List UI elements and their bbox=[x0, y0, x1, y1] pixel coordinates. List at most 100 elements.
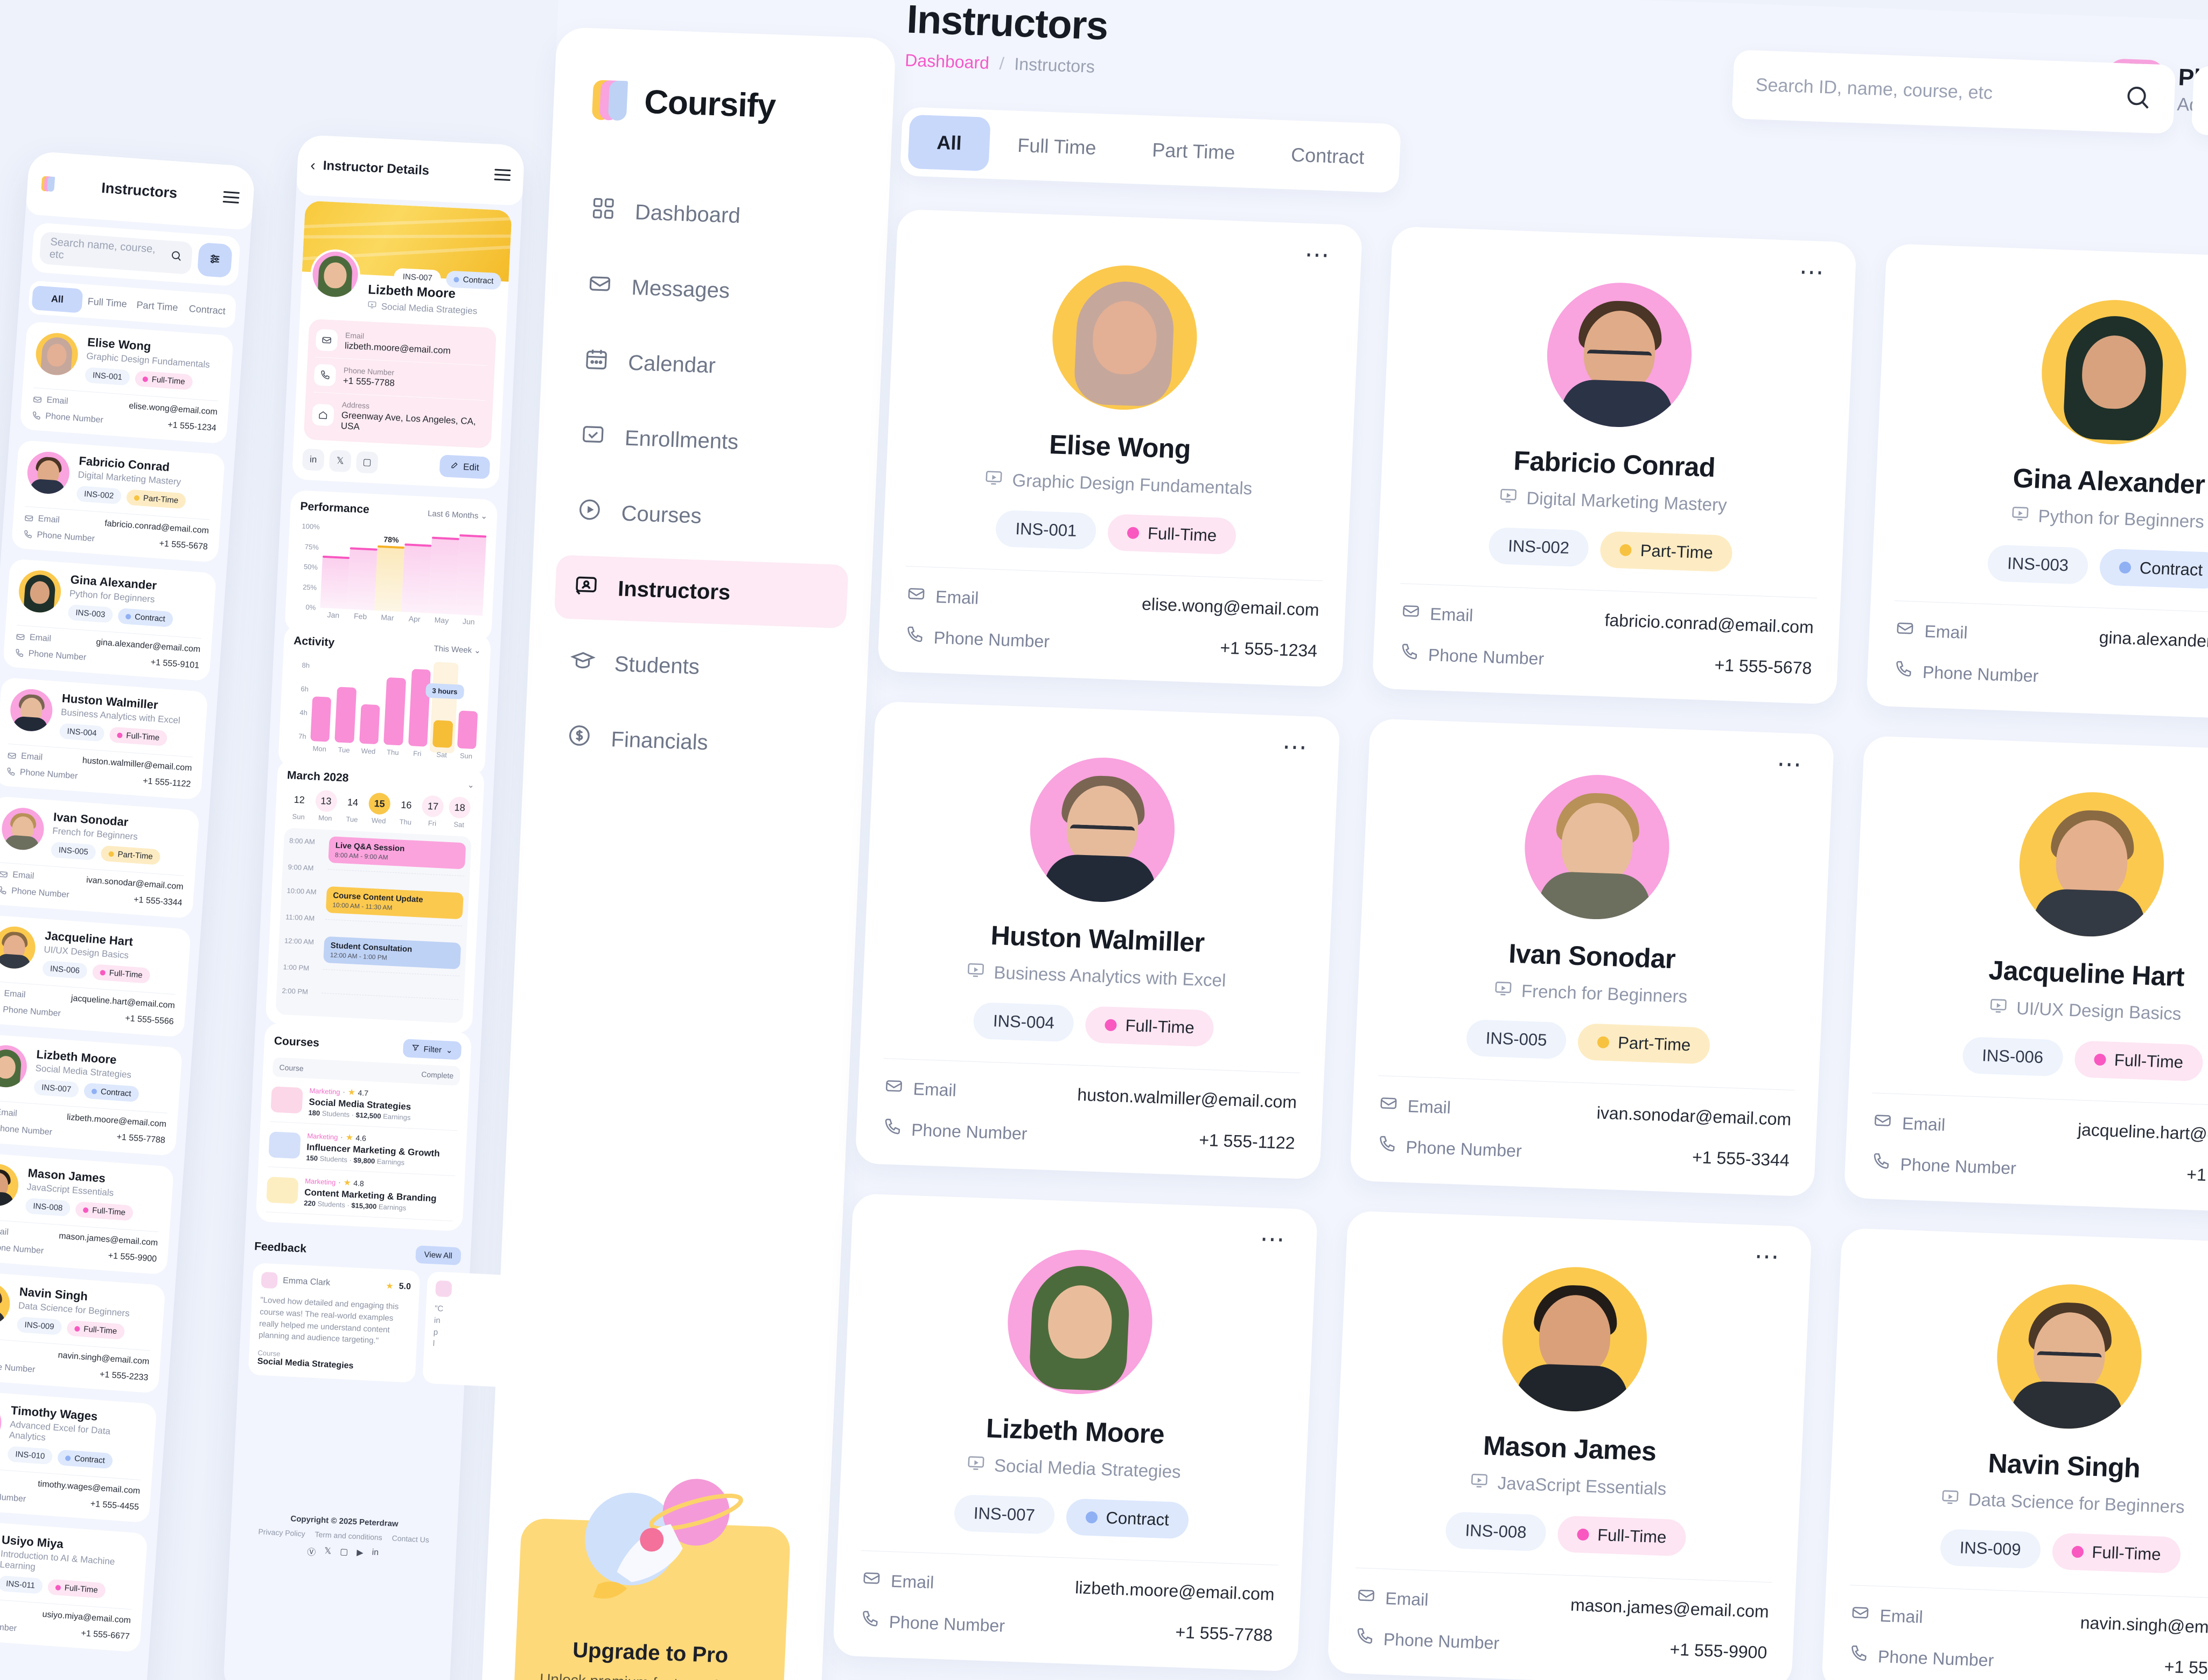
edit-button[interactable]: Edit bbox=[439, 454, 491, 479]
mobile-tab-full-time[interactable]: Full Time bbox=[87, 295, 128, 310]
envelope-icon bbox=[1895, 618, 1916, 642]
courses-col-course[interactable]: Course bbox=[279, 1063, 304, 1073]
phone-row: Phone Number +1 555-5678 bbox=[23, 529, 208, 552]
rocket-illustration bbox=[585, 1479, 743, 1599]
sidebar-item-financials[interactable]: Financials bbox=[547, 705, 842, 779]
instructor-card[interactable]: ⋯ Huston Walmiller Business Analytics with… bbox=[855, 701, 1340, 1180]
instructor-card[interactable]: ⋯ Elise Wong Graphic Design Fundamentals IN… bbox=[877, 209, 1363, 688]
facebook-icon[interactable]: Ⓥ bbox=[306, 1548, 316, 1558]
hamburger-menu-icon[interactable] bbox=[494, 165, 511, 184]
instructor-id-badge: INS-009 bbox=[16, 1316, 62, 1335]
mobile-filter-button[interactable] bbox=[197, 242, 233, 278]
list-item[interactable]: Usiyo Miya Introduction to AI & Machine L… bbox=[0, 1518, 148, 1653]
sidebar-item-students[interactable]: Students bbox=[550, 630, 845, 704]
list-item[interactable]: Mason James JavaScript Essentials INS-008 F… bbox=[0, 1152, 174, 1275]
sidebar-item-enrollments[interactable]: Enrollments bbox=[561, 404, 855, 478]
sidebar-item-courses[interactable]: Courses bbox=[557, 480, 852, 554]
instructor-course: Business Analytics with Excel bbox=[889, 957, 1303, 995]
card-menu-icon[interactable]: ⋯ bbox=[1776, 749, 1805, 779]
youtube-icon[interactable]: ▶ bbox=[356, 1548, 364, 1558]
list-item[interactable]: Fabricio Conrad Digital Marketing Mastery… bbox=[11, 439, 226, 563]
back-chevron-icon[interactable]: ‹ bbox=[310, 156, 316, 174]
brand-logo[interactable]: Coursify bbox=[553, 79, 894, 130]
feedback-view-all-button[interactable]: View All bbox=[415, 1245, 462, 1265]
avatar bbox=[1543, 280, 1695, 430]
list-item[interactable]: Elise Wong Graphic Design Fundamentals INS… bbox=[19, 321, 234, 444]
footer-link-contact[interactable]: Contact Us bbox=[392, 1534, 430, 1544]
list-item[interactable]: Ivan Sonodar French for Beginners INS-005 P… bbox=[0, 796, 200, 919]
search-input[interactable]: Search ID, name, course, etc bbox=[1731, 50, 2176, 134]
sidebar-item-messages[interactable]: Messages bbox=[568, 254, 862, 327]
card-menu-icon[interactable]: ⋯ bbox=[1304, 240, 1333, 269]
mobile-tab-part-time[interactable]: Part Time bbox=[136, 299, 179, 313]
list-item[interactable]: Lizbeth Moore Social Media Strategies INS-… bbox=[0, 1033, 183, 1157]
sidebar-item-instructors[interactable]: Instructors bbox=[554, 555, 849, 629]
calendar-day[interactable]: 14 Tue bbox=[346, 796, 359, 824]
footer-link-privacy[interactable]: Privacy Policy bbox=[258, 1527, 306, 1538]
phone-value: +1 555-2233 bbox=[2164, 1656, 2208, 1679]
tab-all[interactable]: All bbox=[907, 114, 991, 171]
calendar-month[interactable]: March 2028 bbox=[287, 769, 349, 785]
list-item[interactable]: Jacqueline Hart UI/UX Design Basics INS-00… bbox=[0, 914, 191, 1038]
instructor-card[interactable]: ⋯ Mason James JavaScript Essentials INS-008… bbox=[1327, 1210, 1813, 1680]
axis-tick: Wed bbox=[361, 746, 376, 756]
tooltip: 3 hours bbox=[425, 683, 464, 699]
filter-button[interactable]: Filter bbox=[2191, 66, 2208, 139]
instructor-course: Graphic Design Fundamentals bbox=[911, 465, 1325, 503]
card-menu-icon[interactable]: ⋯ bbox=[1753, 1241, 1783, 1271]
x-icon[interactable]: 𝕏 bbox=[329, 449, 352, 472]
instructor-card[interactable]: ⋯ Ivan Sonodar French for Beginners INS-005… bbox=[1349, 718, 1835, 1197]
calendar-day[interactable]: 16 Thu bbox=[399, 799, 412, 827]
card-menu-icon[interactable]: ⋯ bbox=[1259, 1224, 1288, 1254]
linkedin-icon[interactable]: in bbox=[372, 1548, 379, 1558]
instructor-card[interactable]: ⋯ Lizbeth Moore Social Media Strategies INS… bbox=[832, 1193, 1318, 1672]
activity-range-select[interactable]: This Week ⌄ bbox=[434, 644, 481, 656]
calendar-day[interactable]: 15 Wed bbox=[365, 792, 394, 825]
course-rating: 4.8 bbox=[353, 1179, 365, 1188]
list-item[interactable]: Timothy Wages Advanced Excel for Data Ana… bbox=[0, 1389, 157, 1523]
list-item[interactable]: Huston Walmiller Business Analytics with … bbox=[0, 677, 208, 800]
chevron-down-icon[interactable]: ⌄ bbox=[467, 780, 475, 790]
search-icon[interactable] bbox=[170, 249, 183, 265]
mobile-tab-all[interactable]: All bbox=[31, 285, 83, 313]
search-icon[interactable] bbox=[2123, 82, 2153, 114]
list-item[interactable]: Gina Alexander Python for Beginners INS-00… bbox=[2, 558, 217, 682]
list-item[interactable]: Navin Singh Data Science for Beginners INS… bbox=[0, 1270, 166, 1394]
instagram-icon[interactable]: ▢ bbox=[339, 1547, 348, 1557]
linkedin-icon[interactable]: in bbox=[302, 448, 325, 471]
courses-filter-button[interactable]: Filter ⌄ bbox=[402, 1039, 462, 1060]
instructor-id-badge: INS-001 bbox=[995, 509, 1097, 550]
calendar-day[interactable]: 12 Sun bbox=[292, 794, 305, 821]
instructor-card[interactable]: ⋯ Fabricio Conrad Digital Marketing Master… bbox=[1372, 226, 1857, 705]
upgrade-promo-card[interactable]: Upgrade to Pro Unlock premium features &… bbox=[511, 1479, 791, 1680]
slot-line bbox=[327, 869, 465, 877]
footer-link-terms[interactable]: Term and conditions bbox=[315, 1530, 383, 1542]
calendar-day[interactable]: 17 Fri bbox=[418, 795, 447, 828]
tab-part-time[interactable]: Part Time bbox=[1151, 138, 1236, 164]
sidebar-item-calendar[interactable]: Calendar bbox=[564, 329, 859, 403]
performance-range-select[interactable]: Last 6 Months ⌄ bbox=[427, 509, 488, 521]
breadcrumb-dashboard[interactable]: Dashboard bbox=[904, 50, 990, 73]
card-menu-icon[interactable]: ⋯ bbox=[1281, 732, 1311, 761]
calendar-day[interactable]: 18 Sat bbox=[445, 796, 474, 829]
tab-contract[interactable]: Contract bbox=[1290, 143, 1365, 169]
instagram-icon[interactable]: ▢ bbox=[355, 451, 379, 474]
course-row[interactable]: Marketing · ★ 4.8 Content Marketing & Bra… bbox=[265, 1167, 456, 1222]
instructor-id-badge: INS-001 bbox=[85, 367, 130, 386]
sidebar-item-label: Dashboard bbox=[634, 200, 741, 228]
hamburger-menu-icon[interactable] bbox=[222, 187, 240, 206]
x-icon[interactable]: 𝕏 bbox=[324, 1546, 332, 1556]
tab-full-time[interactable]: Full Time bbox=[1017, 134, 1097, 159]
card-menu-icon[interactable]: ⋯ bbox=[1798, 257, 1827, 286]
calendar-day[interactable]: 13 Mon bbox=[312, 789, 340, 822]
mobile-search-input[interactable]: Search name, course, etc bbox=[39, 231, 193, 275]
mobile-tab-contract[interactable]: Contract bbox=[188, 303, 226, 317]
instructor-name: Lizbeth Moore bbox=[985, 1413, 1165, 1450]
sidebar-item-dashboard[interactable]: Dashboard bbox=[571, 178, 865, 252]
star-icon: ★ bbox=[343, 1178, 352, 1188]
status-badge: Part-Time bbox=[126, 489, 187, 509]
